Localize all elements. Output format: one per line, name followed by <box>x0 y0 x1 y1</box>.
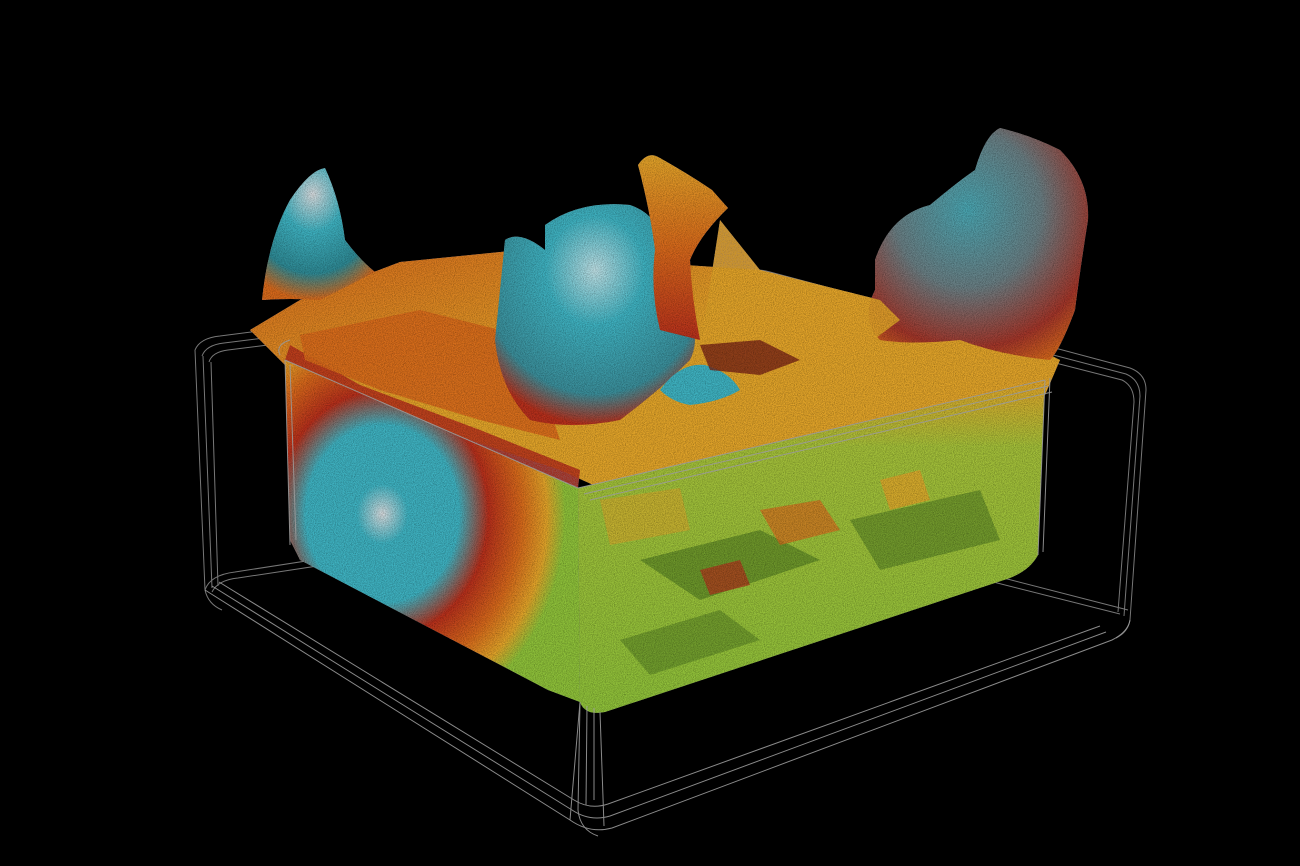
wireframe-box-icon <box>204 339 1131 837</box>
point-cloud-icon <box>250 128 1089 713</box>
